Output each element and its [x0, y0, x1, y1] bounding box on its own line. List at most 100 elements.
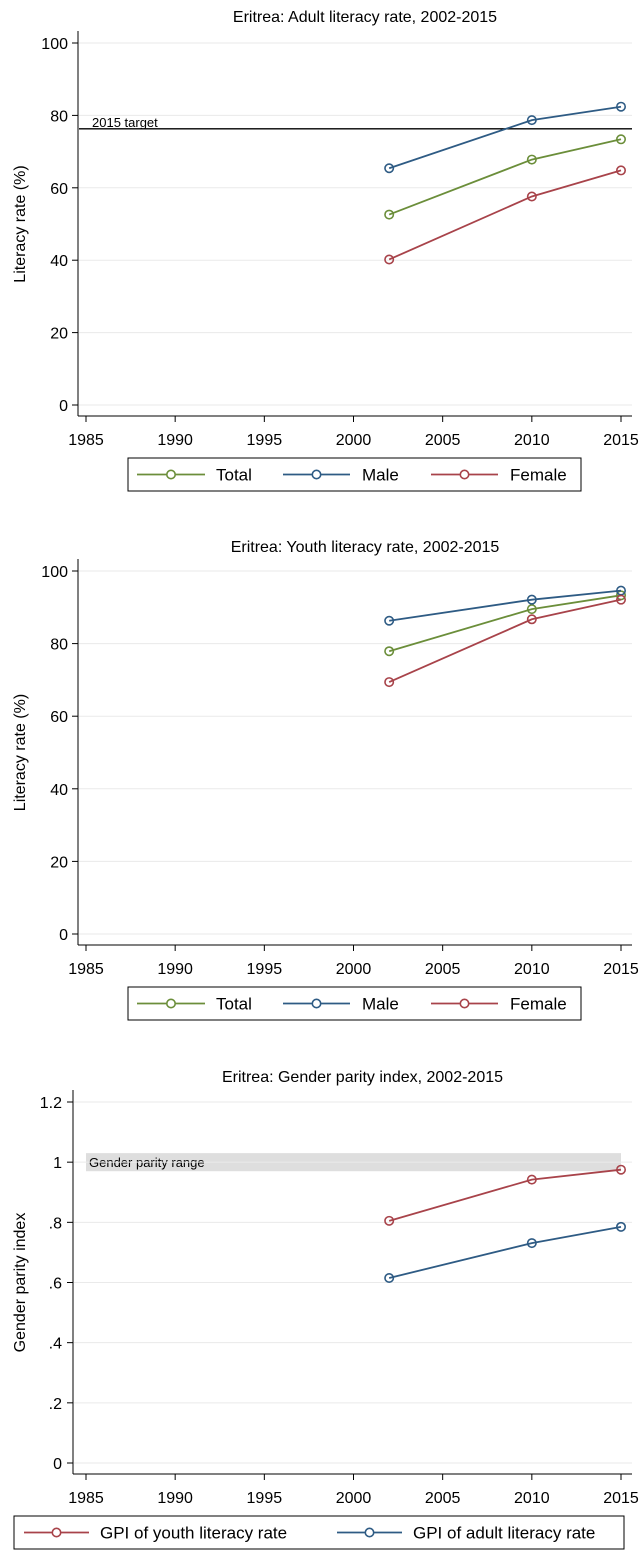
y-tick-label: 20 [50, 854, 68, 871]
x-tick-label: 2000 [336, 961, 372, 978]
legend-label-gpi-of-adult-literacy-rate: GPI of adult literacy rate [413, 1524, 595, 1543]
data-point-male [526, 594, 537, 605]
x-tick-label: 1985 [68, 1490, 104, 1507]
x-tick-label: 1990 [157, 1490, 193, 1507]
data-point-male [384, 163, 395, 174]
legend-label-gpi-of-youth-literacy-rate: GPI of youth literacy rate [100, 1524, 287, 1543]
y-tick-label: .8 [49, 1215, 62, 1232]
y-tick-label: .2 [49, 1396, 62, 1413]
x-tick-label: 2010 [514, 1490, 550, 1507]
legend: Total Male Female [127, 986, 582, 1021]
y-tick-label: 0 [59, 398, 68, 415]
series-line-total [388, 594, 622, 653]
legend-label-female: Female [510, 995, 567, 1014]
legend-marker-female [459, 998, 470, 1009]
x-tick-label: 2015 [603, 961, 639, 978]
data-point-total [615, 134, 626, 145]
y-tick-label: .4 [49, 1336, 62, 1353]
legend-label-total: Total [216, 995, 252, 1014]
data-point-gpi-of-youth-literacy-rate [384, 1215, 395, 1226]
chart-title: Eritrea: Adult literacy rate, 2002-2015 [233, 9, 497, 26]
x-tick-label: 2000 [336, 432, 372, 449]
y-tick-label: 0 [53, 1456, 62, 1473]
y-tick-label: 80 [50, 637, 68, 654]
y-tick-label: 0 [59, 927, 68, 944]
y-tick-label: 1.2 [40, 1095, 62, 1112]
y-axis-title: Literacy rate (%) [12, 165, 29, 282]
data-point-gpi-of-youth-literacy-rate [526, 1174, 537, 1185]
chart-panel-2: Eritrea: Youth literacy rate, 2002-2015 0… [12, 539, 639, 1021]
chart-title: Eritrea: Youth literacy rate, 2002-2015 [231, 539, 500, 556]
legend: Total Male Female [127, 457, 582, 492]
x-tick-label: 2010 [514, 432, 550, 449]
data-point-male [526, 115, 537, 126]
series-line-male [388, 105, 622, 170]
data-point-gpi-of-adult-literacy-rate [526, 1238, 537, 1249]
legend-marker-female [459, 469, 470, 480]
data-point-female [526, 191, 537, 202]
legend-box [13, 1515, 625, 1550]
legend-marker-male [311, 998, 322, 1009]
data-point-female [384, 254, 395, 265]
x-tick-label: 2015 [603, 432, 639, 449]
data-point-gpi-of-adult-literacy-rate [615, 1221, 626, 1232]
series-line-gpi-of-adult-literacy-rate [388, 1225, 622, 1279]
data-point-female [615, 594, 626, 605]
x-tick-label: 2005 [425, 432, 461, 449]
data-point-female [615, 165, 626, 176]
data-point-male [384, 615, 395, 626]
data-point-male [615, 101, 626, 112]
data-point-gpi-of-youth-literacy-rate [615, 1164, 626, 1175]
legend-label-total: Total [216, 466, 252, 485]
series-line-female [388, 598, 622, 683]
x-tick-label: 2000 [336, 1490, 372, 1507]
legend-marker-total [166, 998, 177, 1009]
legend-label-female: Female [510, 466, 567, 485]
y-tick-label: 100 [41, 564, 68, 581]
x-tick-label: 2005 [425, 1490, 461, 1507]
legend-marker-male [311, 469, 322, 480]
x-tick-label: 2010 [514, 961, 550, 978]
data-point-gpi-of-adult-literacy-rate [384, 1272, 395, 1283]
legend-marker-gpi-of-youth-literacy-rate [51, 1527, 62, 1538]
x-tick-label: 1995 [247, 1490, 283, 1507]
y-tick-label: 40 [50, 253, 68, 270]
x-tick-label: 1990 [157, 432, 193, 449]
data-point-total [384, 209, 395, 220]
y-axis-title: Gender parity index [12, 1213, 29, 1353]
legend-marker-total [166, 469, 177, 480]
series-line-gpi-of-youth-literacy-rate [388, 1168, 622, 1222]
x-tick-label: 1990 [157, 961, 193, 978]
data-point-total [526, 154, 537, 165]
y-tick-label: .6 [49, 1276, 62, 1293]
y-tick-label: 60 [50, 181, 68, 198]
series-line-male [389, 589, 622, 622]
legend-marker-gpi-of-adult-literacy-rate [364, 1527, 375, 1538]
y-tick-label: 1 [53, 1155, 62, 1172]
legend-label-male: Male [362, 995, 399, 1014]
chart-panel-1: Eritrea: Adult literacy rate, 2002-2015 0… [12, 9, 639, 492]
chart-panel-3: Eritrea: Gender parity index, 2002-2015 G… [12, 1069, 639, 1550]
legend: GPI of youth literacy rate GPI of adult l… [13, 1515, 625, 1550]
legend-label-male: Male [362, 466, 399, 485]
series-line-total [388, 138, 622, 216]
data-point-female [384, 677, 395, 688]
x-tick-label: 1985 [68, 961, 104, 978]
y-tick-label: 80 [50, 108, 68, 125]
chart-title: Eritrea: Gender parity index, 2002-2015 [222, 1069, 503, 1086]
x-tick-label: 2015 [603, 1490, 639, 1507]
data-point-total [384, 646, 395, 657]
x-tick-label: 1985 [68, 432, 104, 449]
x-tick-label: 1995 [247, 432, 283, 449]
y-axis-title: Literacy rate (%) [12, 694, 29, 811]
data-point-total [526, 604, 537, 615]
y-tick-label: 40 [50, 782, 68, 799]
y-tick-label: 60 [50, 709, 68, 726]
y-tick-label: 20 [50, 326, 68, 343]
x-tick-label: 2005 [425, 961, 461, 978]
series-line-female [388, 169, 622, 261]
x-tick-label: 1995 [247, 961, 283, 978]
target-reference-label: 2015 target [92, 115, 158, 130]
